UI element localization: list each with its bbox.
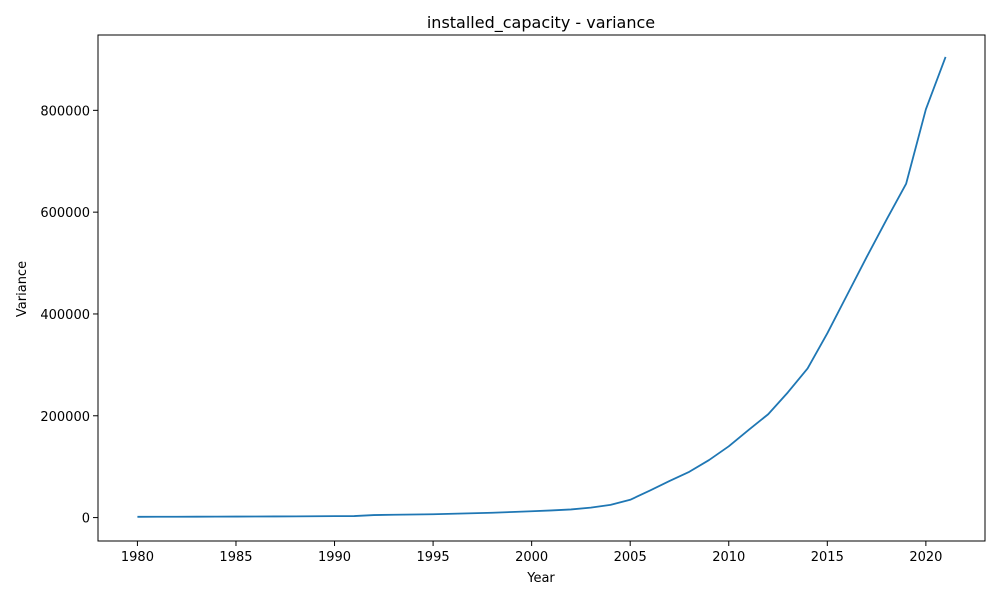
x-tick-label: 2005 xyxy=(614,550,647,565)
x-tick-label: 2020 xyxy=(909,550,942,565)
y-axis: 0 200000 400000 600000 800000 xyxy=(40,104,98,527)
y-tick-label: 0 xyxy=(82,512,90,527)
plot-area-frame xyxy=(97,34,986,542)
y-tick-label: 800000 xyxy=(40,104,90,119)
x-axis: 1980 1985 1990 1995 2000 2005 2010 2015 2020 xyxy=(121,541,942,565)
chart-title: installed_capacity - variance xyxy=(427,13,655,33)
x-tick-label: 1980 xyxy=(121,550,154,565)
y-tick-label: 600000 xyxy=(40,206,90,221)
y-axis-label: Variance xyxy=(15,261,30,317)
x-tick-label: 1990 xyxy=(318,550,351,565)
y-tick-label: 400000 xyxy=(40,308,90,323)
x-tick-label: 2015 xyxy=(811,550,844,565)
x-axis-label: Year xyxy=(526,571,555,586)
x-tick-label: 2010 xyxy=(712,550,745,565)
series-layer xyxy=(137,56,947,518)
x-tick-label: 2000 xyxy=(515,550,548,565)
y-tick-label: 200000 xyxy=(40,410,90,425)
series-line xyxy=(137,56,947,518)
x-tick-label: 1995 xyxy=(417,550,450,565)
x-tick-label: 1985 xyxy=(219,550,252,565)
